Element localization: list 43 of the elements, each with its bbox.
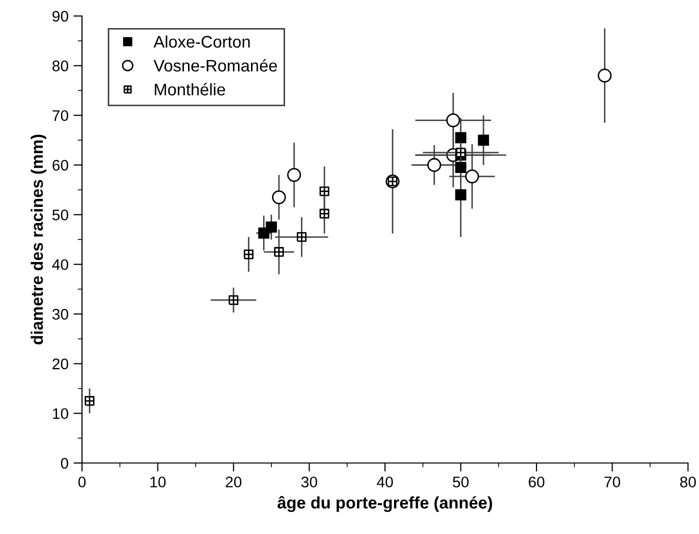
x-tick-label: 30 <box>301 476 318 488</box>
x-tick-label: 0 <box>78 476 86 488</box>
point <box>446 113 460 128</box>
point <box>84 396 94 406</box>
x-tick-label: 10 <box>150 476 166 488</box>
y-tick-label: 40 <box>52 259 68 270</box>
x-tick-label: 70 <box>604 476 620 488</box>
legend-label: Vosne-Romanée <box>154 59 277 72</box>
y-tick-label: 60 <box>52 160 68 171</box>
point <box>266 222 277 233</box>
y-tick-label: 90 <box>52 10 68 22</box>
point <box>598 68 612 83</box>
point <box>320 186 330 196</box>
point <box>228 295 238 305</box>
x-tick-label: 60 <box>528 476 544 488</box>
y-tick-label: 20 <box>52 358 68 370</box>
legend-label: Monthélie <box>154 83 226 96</box>
point <box>455 162 466 174</box>
y-tick-label: 30 <box>52 308 68 320</box>
point <box>427 158 442 172</box>
point <box>455 132 466 144</box>
x-axis-title: âge du porte-greffe (année) <box>278 496 492 512</box>
y-tick-label: 70 <box>52 110 68 122</box>
x-tick-label: 20 <box>226 476 242 488</box>
point <box>465 169 480 184</box>
point <box>320 208 330 219</box>
legend-label: Aloxe-Corton <box>154 35 250 48</box>
x-tick-label: 50 <box>452 476 469 488</box>
x-tick-label: 40 <box>376 476 393 488</box>
point <box>478 134 490 146</box>
point <box>272 190 286 204</box>
point <box>296 232 307 242</box>
point <box>455 189 466 200</box>
y-tick-label: 0 <box>60 458 68 469</box>
y-axis-title: diametre des racines (mm) <box>30 134 46 344</box>
y-tick-label: 50 <box>52 210 68 220</box>
point <box>456 148 466 158</box>
x-tick-label: 80 <box>680 476 696 488</box>
point <box>274 247 284 257</box>
point <box>244 250 254 260</box>
y-tick-label: 80 <box>52 60 68 72</box>
point <box>287 168 302 182</box>
y-tick-label: 10 <box>52 408 68 420</box>
